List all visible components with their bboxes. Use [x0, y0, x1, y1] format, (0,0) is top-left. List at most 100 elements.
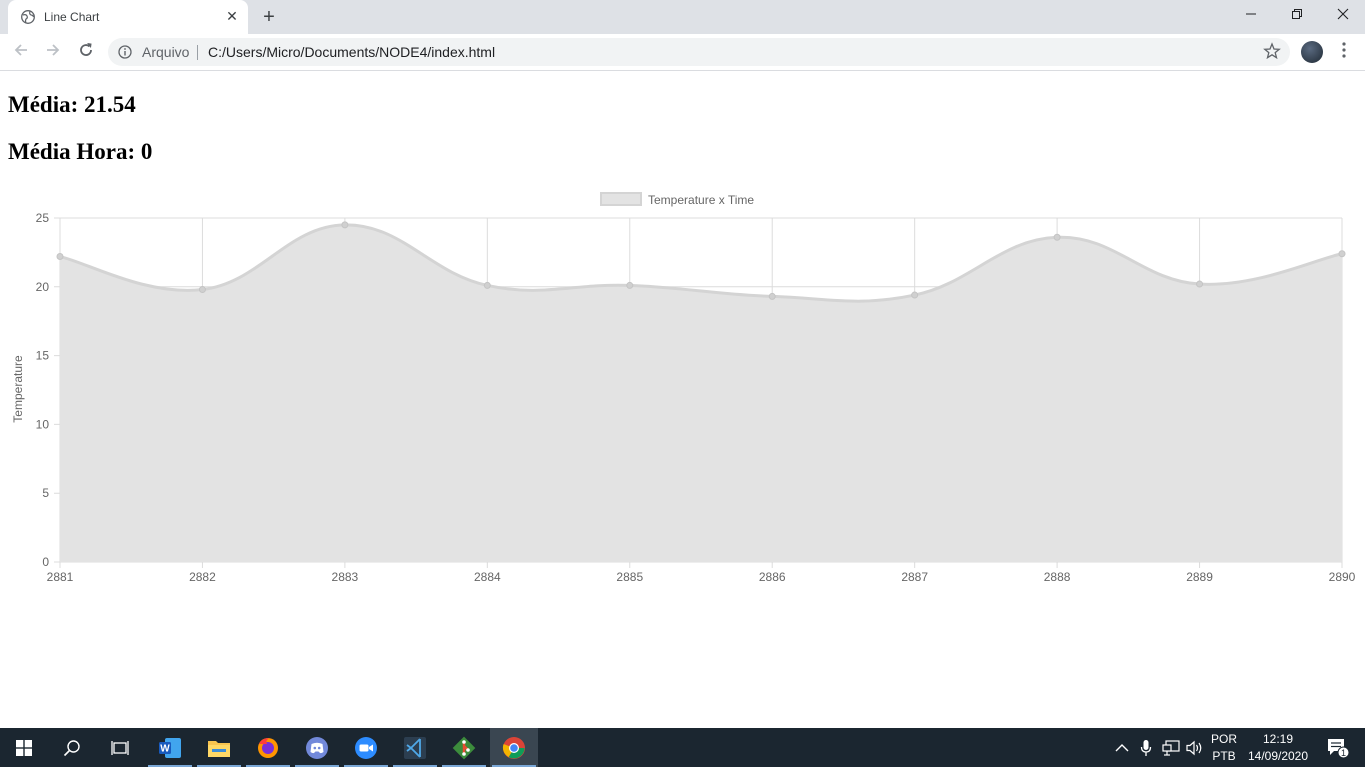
svg-text:W: W: [160, 743, 170, 754]
taskbar-vscode[interactable]: [391, 728, 439, 767]
page-content: Média: 21.54 Média Hora: 0 0 5 10 15 20 25 28…: [0, 72, 1365, 728]
back-arrow-icon: [14, 44, 27, 56]
input-language-bottom[interactable]: PTB: [1212, 749, 1236, 763]
zoom-icon: [355, 736, 377, 759]
y-tick-label: 10: [36, 417, 50, 431]
microphone-tray-button[interactable]: [1135, 728, 1157, 767]
omnibox-url[interactable]: C:/Users/Micro/Documents/NODE4/index.htm…: [208, 44, 496, 60]
x-tick-label: 2881: [47, 570, 74, 584]
vscode-icon: [404, 736, 426, 759]
x-tick-label: 2884: [474, 570, 501, 584]
reload-button[interactable]: [73, 40, 99, 66]
reload-icon: [80, 43, 92, 56]
tab-title: Line Chart: [44, 10, 100, 24]
x-tick-label: 2886: [759, 570, 786, 584]
clock-time[interactable]: 12:19: [1262, 732, 1294, 746]
x-axis-ticks: 2881 2882 2883 2884 2885 2886 2887 2888 2889 2890: [47, 570, 1356, 584]
notification-count: 1: [1341, 747, 1346, 757]
chart-legend[interactable]: Temperature x Time: [600, 192, 754, 207]
action-center-button[interactable]: 1: [1318, 728, 1358, 767]
search-icon: [63, 739, 80, 756]
taskbar-git[interactable]: [440, 728, 488, 767]
profile-avatar[interactable]: [1301, 41, 1323, 63]
data-point: [198, 286, 206, 294]
running-indicator: [492, 765, 536, 767]
microphone-icon: [1140, 739, 1152, 756]
file-explorer-icon: [208, 740, 230, 757]
running-indicator: [442, 765, 486, 767]
taskbar-zoom[interactable]: [342, 728, 390, 767]
y-tick-label: 0: [42, 555, 49, 569]
task-view-button[interactable]: [96, 728, 144, 767]
new-tab-button[interactable]: +: [263, 6, 275, 28]
word-icon: W: [159, 737, 181, 758]
clock-date[interactable]: 14/09/2020: [1247, 749, 1309, 763]
browser-window: Line Chart ✕ + Arquivo C:/Users/Micro/Do…: [0, 0, 1365, 728]
close-icon: [1337, 8, 1349, 20]
firefox-icon: [258, 737, 278, 758]
network-tray-button[interactable]: [1158, 728, 1184, 767]
tab-strip: Line Chart ✕ +: [0, 0, 1365, 34]
back-button[interactable]: [8, 40, 34, 66]
x-tick-label: 2888: [1044, 570, 1071, 584]
taskbar-firefox[interactable]: [244, 728, 292, 767]
running-indicator: [197, 765, 241, 767]
x-tick-label: 2883: [332, 570, 359, 584]
restore-icon: [1292, 9, 1302, 19]
omnibox-separator: [197, 45, 198, 60]
info-icon[interactable]: [118, 45, 132, 59]
volume-icon: [1186, 740, 1202, 755]
y-tick-label: 25: [36, 211, 50, 225]
x-tick-label: 2882: [189, 570, 216, 584]
taskbar-word[interactable]: W: [146, 728, 194, 767]
data-point: [1053, 233, 1061, 241]
minimize-button[interactable]: [1228, 0, 1274, 30]
x-tick-label: 2887: [901, 570, 928, 584]
globe-icon: [21, 10, 35, 24]
legend-swatch: [600, 192, 642, 206]
data-point: [1196, 280, 1204, 288]
address-bar[interactable]: Arquivo C:/Users/Micro/Documents/NODE4/i…: [108, 38, 1290, 66]
temperature-line: [59, 223, 1343, 303]
taskbar-chrome[interactable]: [490, 728, 538, 767]
browser-toolbar: Arquivo C:/Users/Micro/Documents/NODE4/i…: [0, 34, 1365, 71]
y-tick-label: 20: [36, 280, 50, 294]
taskbar-file-explorer[interactable]: [195, 728, 243, 767]
legend-label: Temperature x Time: [648, 193, 754, 207]
taskbar-discord[interactable]: [293, 728, 341, 767]
bookmark-star-icon[interactable]: [1263, 42, 1281, 60]
x-tick-label: 2889: [1186, 570, 1213, 584]
tab-close-icon[interactable]: ✕: [226, 8, 238, 24]
git-icon: [452, 736, 476, 759]
y-tick-label: 15: [36, 349, 50, 363]
start-button[interactable]: [0, 728, 48, 767]
data-point: [341, 221, 349, 229]
close-window-button[interactable]: [1320, 0, 1365, 30]
more-vert-icon: [1342, 42, 1346, 58]
volume-tray-button[interactable]: [1184, 728, 1206, 767]
windows-taskbar: W POR PTB 12:19 14/09/2020: [0, 728, 1365, 767]
taskbar-search-button[interactable]: [48, 728, 96, 767]
data-point: [911, 291, 919, 299]
discord-icon: [306, 736, 328, 759]
running-indicator: [295, 765, 339, 767]
show-hidden-icons-button[interactable]: [1110, 728, 1134, 767]
chevron-up-icon: [1115, 743, 1129, 751]
forward-button[interactable]: [40, 40, 66, 66]
task-view-icon: [111, 740, 129, 755]
y-tick-label: 5: [42, 486, 49, 500]
y-axis-ticks: 0 5 10 15 20 25: [36, 211, 50, 569]
browser-menu-button[interactable]: [1337, 40, 1351, 64]
y-axis-title: Temperature: [11, 355, 25, 423]
notification-icon: 1: [1328, 738, 1350, 758]
restore-button[interactable]: [1274, 0, 1320, 30]
temperature-area-fill: [60, 224, 1342, 562]
media-hora-heading: Média Hora: 0: [8, 139, 153, 164]
chrome-icon: [502, 736, 525, 759]
minimize-icon: [1246, 13, 1256, 15]
input-language-top[interactable]: POR: [1210, 732, 1237, 746]
tab-line-chart[interactable]: Line Chart ✕: [8, 0, 248, 34]
data-point: [626, 281, 634, 289]
x-tick-label: 2890: [1329, 570, 1356, 584]
